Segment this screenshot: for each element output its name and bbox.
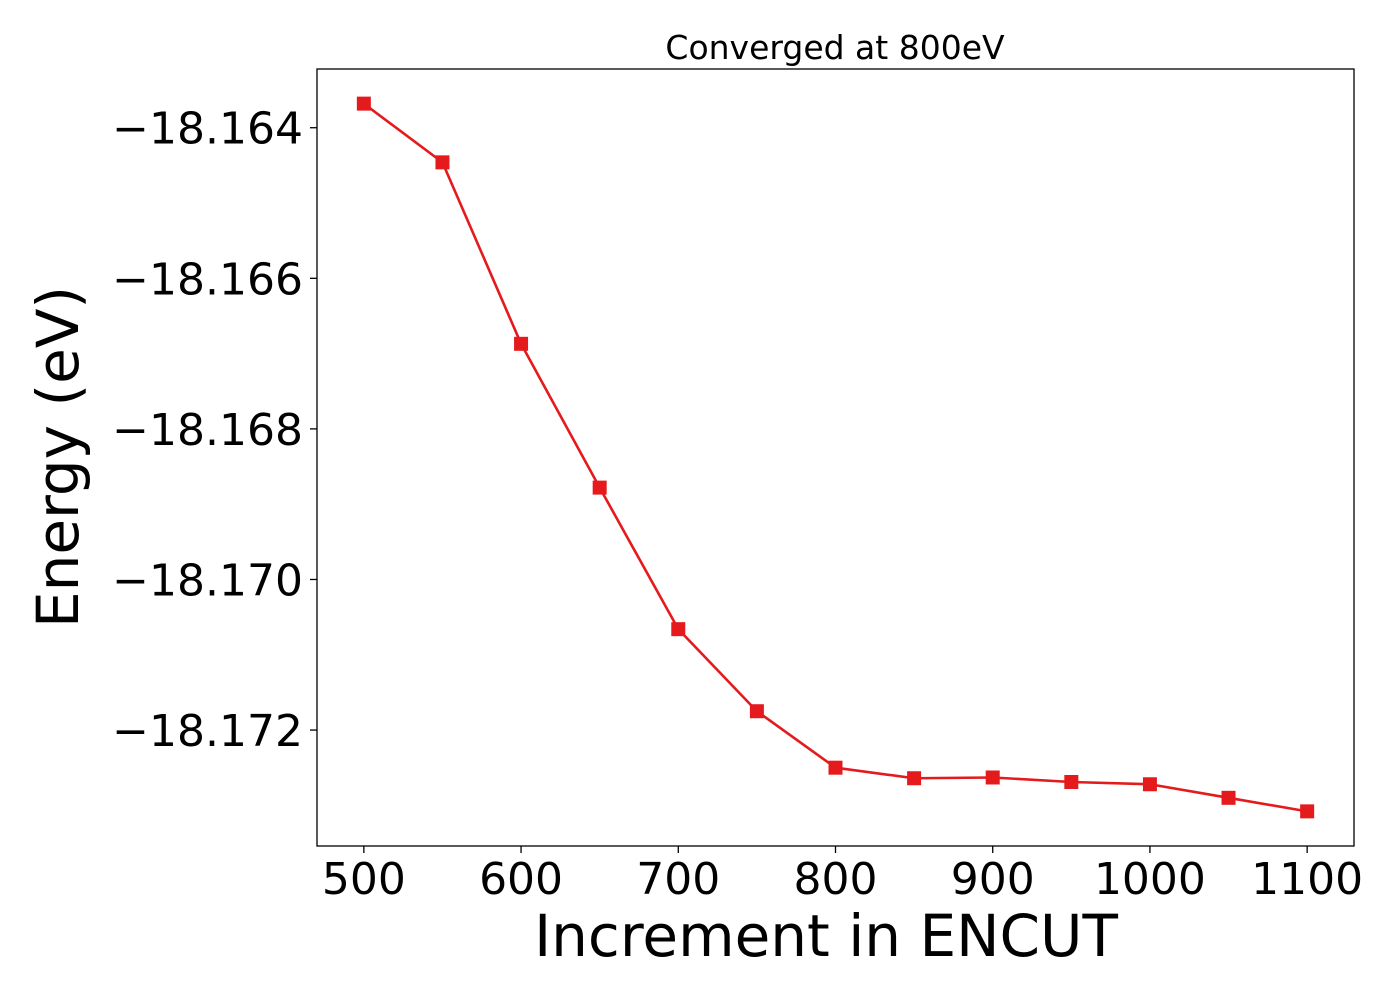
plot-frame xyxy=(316,68,1355,847)
chart-title: Converged at 800eV xyxy=(665,28,1005,67)
plot-area xyxy=(356,96,1315,819)
x-tick-label: 1100 xyxy=(1251,854,1363,905)
x-tick-label: 500 xyxy=(322,854,406,905)
x-tick-label: 600 xyxy=(479,854,563,905)
data-point-marker xyxy=(671,622,686,637)
data-point-marker xyxy=(514,336,529,351)
data-point-marker xyxy=(1142,777,1157,792)
data-point-marker xyxy=(435,155,450,170)
data-point-marker xyxy=(907,771,922,786)
data-point-marker xyxy=(1064,775,1079,790)
y-tick-label: −18.166 xyxy=(112,254,303,305)
y-tick-label: −18.164 xyxy=(112,104,303,155)
x-tick-label: 800 xyxy=(794,854,878,905)
y-tick-label: −18.168 xyxy=(112,405,303,456)
x-tick-label: 700 xyxy=(636,854,720,905)
data-point-marker xyxy=(356,96,371,111)
y-axis-label: Energy (eV) xyxy=(24,286,92,628)
x-tick-label: 1000 xyxy=(1094,854,1206,905)
data-point-marker xyxy=(985,770,1000,785)
data-point-marker xyxy=(749,704,764,719)
y-axis: −18.164 −18.166 −18.168 −18.170 −18.172 xyxy=(112,104,317,757)
x-axis: 500 600 700 800 900 1000 1100 xyxy=(322,846,1363,905)
y-tick-label: −18.170 xyxy=(112,555,303,606)
data-point-marker xyxy=(1221,790,1236,805)
y-tick-label: −18.172 xyxy=(112,706,303,757)
data-point-marker xyxy=(592,480,607,495)
series-line xyxy=(363,102,1308,813)
x-axis-label: Increment in ENCUT xyxy=(534,902,1118,970)
x-tick-label: 900 xyxy=(951,854,1035,905)
data-point-marker xyxy=(828,760,843,775)
data-point-marker xyxy=(1300,804,1315,819)
